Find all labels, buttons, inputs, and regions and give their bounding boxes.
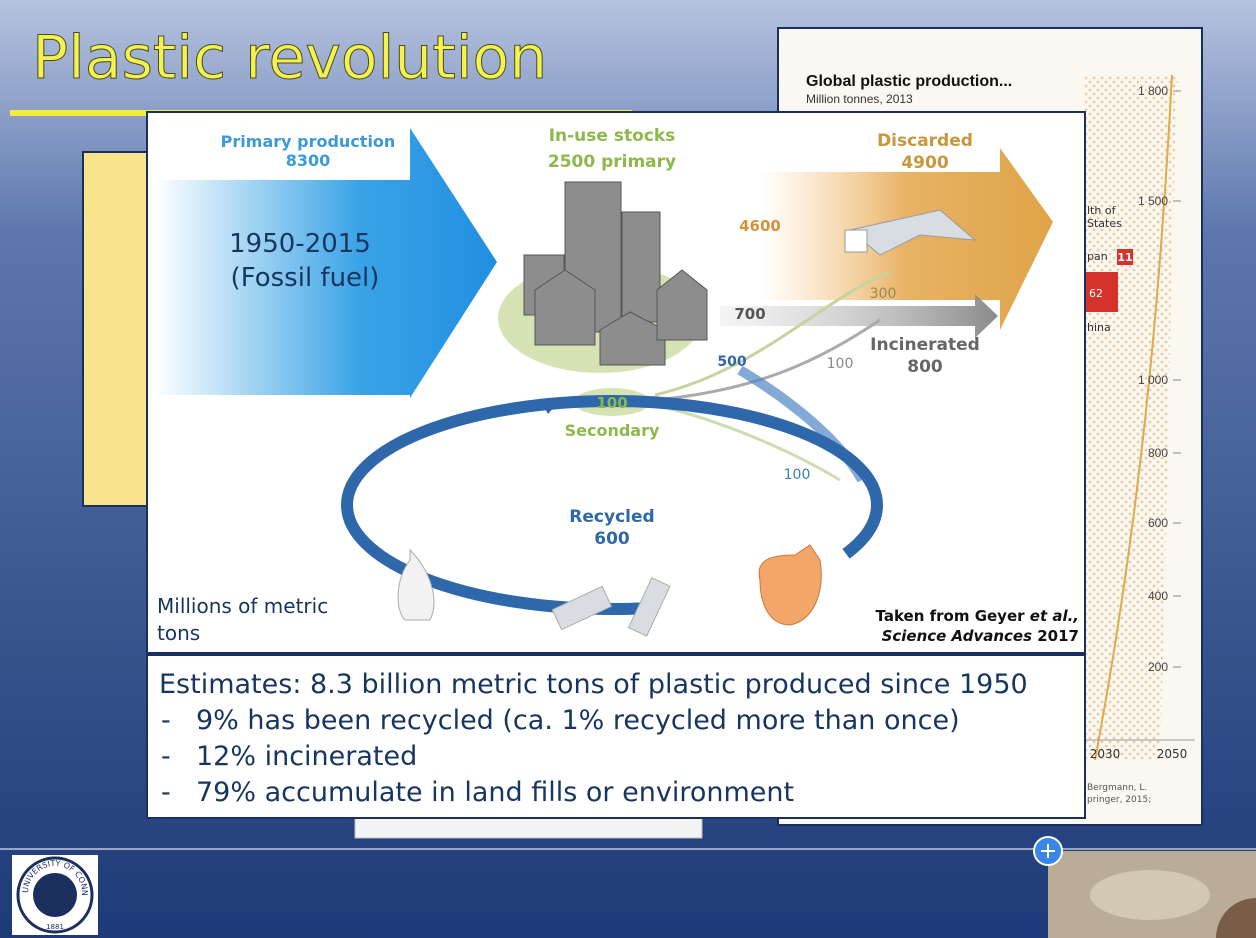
primary-arrow	[155, 128, 497, 398]
stocks-label: In-use stocks	[549, 126, 676, 146]
y-tick-label: 400	[1148, 589, 1168, 603]
y-tick-label: 1 800	[1138, 84, 1168, 98]
y-tick-label: 1 500	[1138, 194, 1168, 208]
recycle-loop	[341, 395, 883, 615]
credit: Science Advances 2017	[882, 627, 1079, 645]
discarded-value: 4900	[901, 153, 948, 173]
slide-title: Plastic revolution	[32, 23, 547, 93]
dotted-area	[1085, 75, 1178, 760]
primary-value: 8300	[286, 151, 331, 170]
credit-text: Taken from Geyer	[876, 607, 1030, 625]
incinerated-value: 800	[907, 357, 943, 377]
recycled-value: 600	[594, 529, 630, 549]
y-tick-label: 800	[1148, 446, 1168, 460]
incinerated-label: Incinerated	[870, 335, 980, 355]
units-label: tons	[157, 621, 200, 645]
chart-label: States	[1087, 217, 1122, 230]
y-tick-label: 200	[1148, 660, 1168, 674]
y-tick-label: 600	[1148, 516, 1168, 530]
plastic-flow-diagram: Primary production 8300 1950-2015 (Fossi…	[146, 111, 1086, 654]
discarded-label: Discarded	[877, 131, 973, 151]
stocks-value: 2500 primary	[548, 152, 676, 172]
loop-arrowhead	[540, 398, 562, 414]
primary-label: Primary production	[221, 132, 396, 151]
video-background	[1090, 870, 1210, 920]
add-icon	[1041, 844, 1055, 858]
chart-label: hina	[1087, 321, 1111, 334]
incinerated-arrow	[720, 294, 998, 338]
flow-value: 300	[870, 286, 897, 302]
units-label: Millions of metric	[157, 594, 328, 618]
flow-value: 100	[827, 356, 854, 372]
chart-label: 11	[1117, 251, 1132, 264]
logo-year: 1881	[46, 923, 64, 931]
flow-value: 100	[784, 467, 811, 483]
chart-title: Global plastic production...	[806, 73, 1012, 90]
debris	[397, 209, 977, 637]
estimates-panel	[146, 654, 1086, 819]
bullet-marker: -	[161, 741, 171, 772]
y-tick-label: 1 000	[1138, 373, 1168, 387]
secondary-label: Secondary	[565, 421, 660, 440]
recycled-label: Recycled	[569, 507, 654, 527]
production-curve	[1094, 74, 1173, 761]
chart-label: pan	[1087, 250, 1108, 263]
flow-value: 700	[734, 305, 765, 323]
credit-year: 2017	[1032, 627, 1079, 645]
left-image-panel	[82, 151, 152, 507]
chart-label: lth of	[1087, 204, 1117, 217]
bullet-text: 12% incinerated	[196, 741, 417, 772]
flow-value: 4600	[739, 217, 781, 235]
estimates-heading: Estimates: 8.3 billion metric tons of pl…	[159, 669, 1028, 700]
red-box	[1117, 249, 1133, 265]
bullet-marker: -	[161, 705, 171, 736]
chart-subtitle: Million tonnes, 2013	[806, 92, 913, 106]
estimates-box: Estimates: 8.3 billion metric tons of pl…	[146, 654, 1086, 819]
red-box	[1085, 272, 1118, 312]
source-text: Bergmann, L.	[1087, 783, 1147, 793]
chart-label: 62	[1089, 287, 1103, 300]
credit: Taken from Geyer et al.,	[876, 607, 1079, 625]
bullet-marker: -	[161, 777, 171, 808]
x-tick-label: 2030	[1090, 747, 1121, 761]
period-label: 1950-2015	[229, 229, 371, 259]
secondary-value: 100	[596, 394, 627, 412]
bullet-text: 79% accumulate in land fills or environm…	[196, 777, 794, 808]
bullet-text: 9% has been recycled (ca. 1% recycled mo…	[196, 705, 960, 736]
logo-seal	[33, 873, 77, 917]
x-tick-label: 2050	[1157, 747, 1188, 761]
buildings	[523, 181, 708, 366]
credit-journal: Science Advances	[882, 627, 1033, 645]
source-text: pringer, 2015;	[1087, 795, 1151, 805]
flow-value: 500	[717, 354, 746, 370]
credit-italic: et al.,	[1030, 607, 1079, 625]
speaker-head	[1216, 898, 1256, 938]
source-label: (Fossil fuel)	[231, 263, 380, 293]
